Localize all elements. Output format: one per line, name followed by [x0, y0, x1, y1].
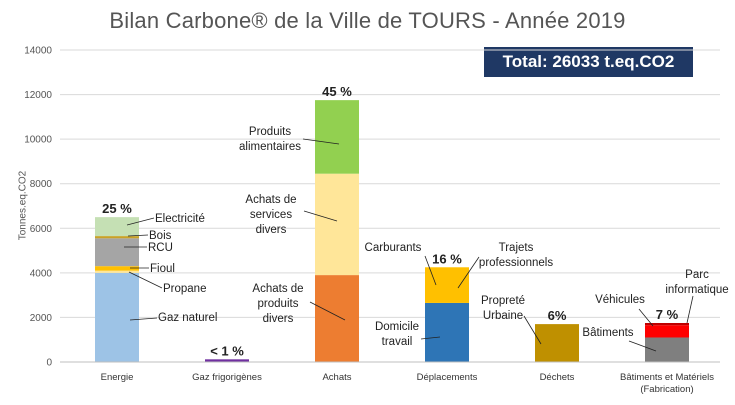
- segment-label: divers: [263, 313, 294, 325]
- segment-label: produits: [258, 298, 299, 310]
- bar-segment: [315, 275, 359, 362]
- percent-label: 16 %: [432, 251, 462, 266]
- segment-label: RCU: [148, 242, 173, 254]
- bar-segment: [95, 238, 139, 267]
- x-tick-label: Energie: [101, 372, 134, 383]
- segment-label: Fioul: [150, 263, 175, 275]
- bar-segment: [425, 302, 469, 362]
- y-tick-label: 8000: [30, 179, 53, 190]
- bar-segment: [535, 324, 579, 362]
- leader-line: [424, 255, 437, 286]
- x-tick-label: Déchets: [540, 372, 575, 383]
- leader-line: [302, 138, 340, 145]
- bar-segment: [95, 270, 139, 273]
- percent-label: 45 %: [322, 84, 352, 99]
- segment-label: Electricité: [155, 213, 205, 225]
- segment-label: Bâtiments: [582, 327, 633, 339]
- y-tick-label: 4000: [30, 268, 53, 279]
- segment-label: Carburants: [365, 242, 422, 254]
- leader-line: [309, 301, 346, 321]
- percent-label: 7 %: [656, 307, 679, 322]
- segment-label: Propane: [163, 283, 206, 295]
- x-tick-label: Gaz frigorigènes: [192, 372, 262, 383]
- segment-label: Achats de: [252, 283, 303, 295]
- segment-label: travail: [382, 336, 413, 348]
- bar-segment: [95, 272, 139, 362]
- x-tick-label: Achats: [322, 372, 351, 383]
- segment-label: Véhicules: [595, 294, 645, 306]
- x-tick-label: Bâtiments et Matériels: [620, 372, 714, 383]
- percent-label: 6%: [548, 308, 567, 323]
- bar-segment: [315, 173, 359, 276]
- segment-label: services: [250, 209, 292, 221]
- leader-line: [638, 308, 654, 327]
- segment-label: Bois: [149, 230, 172, 242]
- segment-label: Achats de: [245, 194, 296, 206]
- leader-line: [128, 271, 163, 289]
- bar-segment: [95, 266, 139, 271]
- segment-label: professionnels: [479, 257, 553, 269]
- y-tick-label: 6000: [30, 224, 53, 235]
- y-tick-label: 12000: [24, 90, 52, 101]
- y-tick-label: 0: [46, 358, 52, 369]
- percent-label: 25 %: [102, 201, 132, 216]
- leader-line: [303, 210, 338, 222]
- leader-line: [686, 295, 694, 324]
- bar-segment: [645, 325, 689, 338]
- total-badge: Total: 26033 t.eq.CO2: [484, 47, 693, 77]
- bar-segment: [315, 100, 359, 174]
- y-tick-label: 2000: [30, 313, 53, 324]
- segment-label: alimentaires: [239, 141, 301, 153]
- segment-label: Trajets: [499, 242, 534, 254]
- y-tick-label: 14000: [24, 46, 52, 57]
- segment-label: Produits: [249, 126, 291, 138]
- leader-line: [126, 217, 155, 226]
- leader-line: [127, 234, 149, 237]
- leader-line: [523, 315, 542, 345]
- x-tick-label: Déplacements: [417, 372, 478, 383]
- segment-label: Gaz naturel: [158, 312, 217, 324]
- segment-label: Urbaine: [483, 310, 523, 322]
- bar-segment: [95, 236, 139, 239]
- bar-segment: [645, 323, 689, 326]
- leader-line: [457, 256, 480, 289]
- leader-line: [129, 317, 158, 321]
- bar-segment: [205, 359, 249, 362]
- bar-segment: [425, 267, 469, 303]
- x-tick-label: (Fabrication): [640, 384, 693, 395]
- leader-line: [628, 340, 657, 352]
- percent-label: < 1 %: [210, 343, 244, 358]
- segment-label: informatique: [665, 284, 728, 296]
- y-tick-label: 10000: [24, 135, 52, 146]
- segment-label: Domicile: [375, 321, 419, 333]
- segment-label: Parc: [685, 269, 709, 281]
- chart-title: Bilan Carbone® de la Ville de TOURS - An…: [109, 8, 626, 33]
- bar-segment: [95, 217, 139, 237]
- segment-label: divers: [256, 224, 287, 236]
- segment-label: Propreté: [481, 295, 525, 307]
- leader-line: [420, 336, 441, 340]
